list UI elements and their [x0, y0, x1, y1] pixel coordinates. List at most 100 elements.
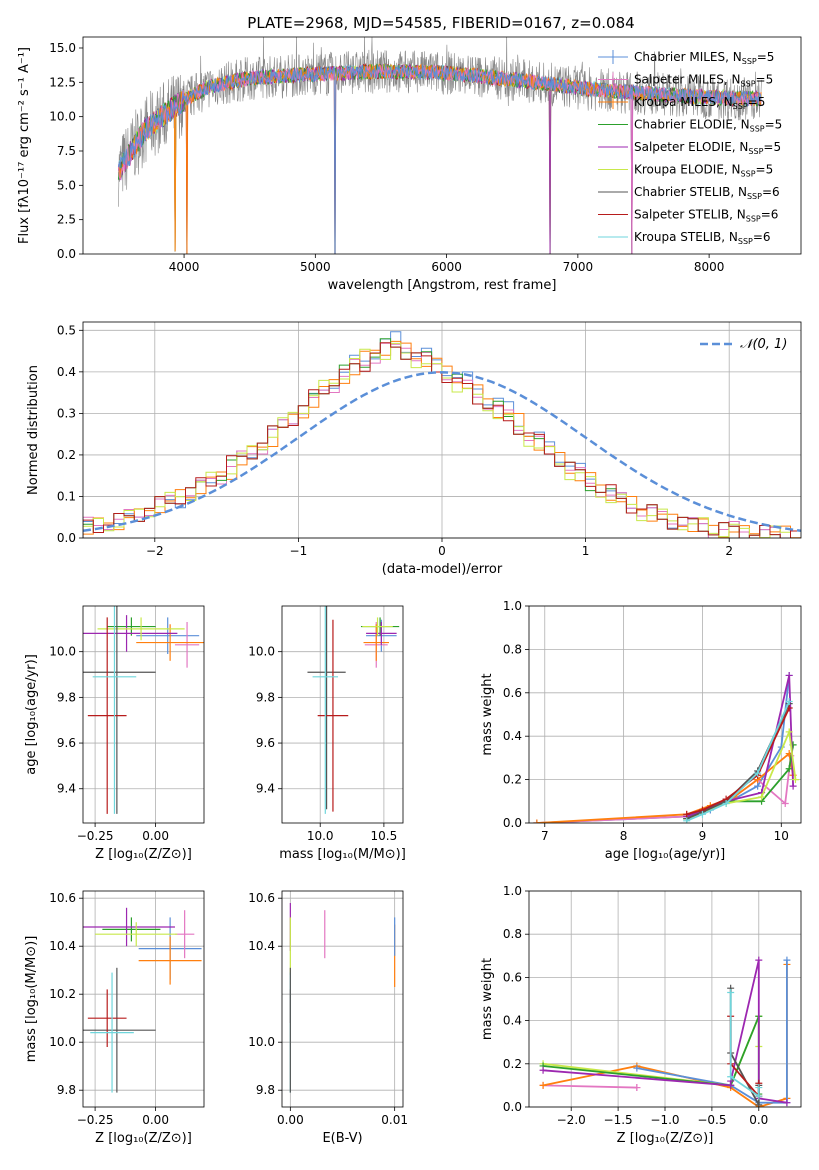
errorbar-kroupa-elodie [362, 617, 393, 636]
line-salpeter-elodie [543, 959, 788, 1104]
errorbar-salpeter-stelib [87, 989, 127, 1047]
point-marker [727, 1073, 735, 1081]
errorbar-salpeter-stelib [317, 619, 349, 812]
point-marker [758, 793, 766, 801]
y-axis-label: mass weight [480, 958, 495, 1040]
line-salpeter-miles [543, 1084, 637, 1089]
legend-label: Salpeter ELODIE, NSSP=5 [634, 140, 781, 156]
x-axis-label: age [log₁₀(age/yr)] [605, 847, 726, 862]
errorbar-salpeter-elodie [83, 907, 175, 947]
y-tick-label: 9.4 [57, 782, 76, 796]
point-marker [791, 776, 799, 784]
x-tick-label: 8 [620, 829, 628, 843]
point-marker [783, 1099, 791, 1107]
x-tick-label: 0.01 [381, 1113, 408, 1127]
y-tick-label: 12.5 [49, 75, 76, 89]
legend-label: 𝒩(0, 1) [740, 337, 787, 352]
errorbar-chabrier-stelib [307, 606, 346, 810]
legend-label: Chabrier ELODIE, NSSP=5 [634, 118, 782, 134]
point-marker [683, 817, 691, 823]
y-tick-label: 0.2 [503, 773, 522, 787]
legend-label: Kroupa MILES, NSSP=5 [634, 95, 765, 111]
y-tick-label: 10.6 [248, 891, 275, 905]
y-axis-label: Normed distribution [26, 365, 41, 495]
x-tick-label: 10.5 [371, 829, 398, 843]
y-axis-label: age [log₁₀(age/yr)] [24, 654, 39, 775]
y-tick-label: 5.0 [57, 178, 76, 192]
plot-area-mass_vs_z [83, 907, 202, 1093]
errorbar-kroupa-elodie [95, 922, 178, 947]
x-tick-label: −1.5 [604, 1113, 633, 1127]
panel-mass_vs_z: −0.25 0.00 9.8 10.0 10.2 10.4 10.6 Z [log₁₀(Z/Z… [24, 890, 205, 1146]
y-axis-label: mass [log₁₀(M/M⊙)] [24, 936, 39, 1063]
y-tick-label: 10.0 [248, 645, 275, 659]
x-axis-label: wavelength [Angstrom, rest frame] [328, 278, 557, 293]
y-tick-label: 1.0 [503, 599, 522, 613]
y-tick-label: 10.0 [49, 645, 76, 659]
x-tick-label: −1.0 [650, 1113, 679, 1127]
point-marker [785, 671, 793, 679]
line-kroupa-stelib [729, 992, 760, 1098]
point-marker [539, 1081, 547, 1089]
y-tick-label: 0.1 [57, 489, 76, 503]
figure-title: PLATE=2968, MJD=54585, FIBERID=0167, z=0… [247, 14, 634, 32]
plot-area-mass_weight_vs_z [539, 956, 791, 1107]
x-tick-label: −0.25 [77, 1113, 114, 1127]
y-tick-label: 0.6 [503, 686, 522, 700]
legend-label: Kroupa ELODIE, NSSP=5 [634, 163, 773, 179]
plot-area-spectrum [117, 37, 762, 254]
y-tick-label: 10.0 [248, 1035, 275, 1049]
y-tick-label: 1.0 [503, 884, 522, 898]
x-tick-label: 0 [438, 544, 446, 558]
y-tick-label: 9.8 [256, 690, 275, 704]
point-marker [789, 782, 797, 790]
axes-frame [528, 890, 802, 1108]
plot-area-age_vs_mass [307, 606, 400, 814]
point-marker [683, 810, 691, 818]
axes-frame [528, 605, 802, 824]
x-tick-label: 4000 [169, 260, 200, 274]
point-marker [633, 1064, 641, 1072]
plot-area-age_vs_z [83, 606, 204, 814]
x-tick-label: −0.25 [77, 829, 114, 843]
x-tick-label: 7 [541, 829, 549, 843]
x-tick-label: 1 [582, 544, 590, 558]
y-tick-label: 0.0 [57, 531, 76, 545]
y-tick-label: 0.4 [503, 729, 522, 743]
y-tick-label: 0.2 [57, 448, 76, 462]
gaussian-curve [83, 371, 801, 532]
y-tick-label: 7.5 [57, 144, 76, 158]
legend-label: Chabrier STELIB, NSSP=6 [634, 185, 780, 201]
x-axis-label: Z [log₁₀(Z/Z⊙)] [617, 1131, 714, 1146]
x-tick-label: −2 [146, 544, 164, 558]
x-tick-label: 0.00 [142, 829, 169, 843]
legend-label: Chabrier MILES, NSSP=5 [634, 50, 774, 66]
x-tick-label: 9 [699, 829, 707, 843]
x-tick-label: 10 [774, 829, 789, 843]
errorbar-salpeter-stelib [87, 617, 127, 814]
x-axis-label: E(B-V) [322, 1131, 362, 1146]
x-axis-label: Z [log₁₀(Z/Z⊙)] [95, 847, 192, 862]
panel-spectrum: 4000 5000 6000 7000 8000 0.0 2.5 5.0 7.5 10.0 12.5… [17, 36, 802, 293]
y-tick-label: 0.6 [503, 970, 522, 984]
plot-area-residuals [83, 331, 801, 538]
x-axis-label: mass [log₁₀(M/M⊙)] [279, 847, 406, 862]
plot-area-mass_vs_ebv [289, 903, 396, 1093]
panel-age_vs_z: −0.25 0.00 9.4 9.6 9.8 10.0 Z [log₁₀(Z/Z⊙)] age… [24, 605, 205, 862]
axes-frame [82, 36, 802, 255]
errorbar-kroupa-miles [138, 936, 202, 985]
panel-mass_weight_vs_age: 7 8 9 10 0.0 0.2 0.4 0.6 0.8 1.0 age [log₁₀(age/yr… [480, 599, 802, 862]
errorbar-salpeter-elodie [83, 615, 178, 652]
spectrum-line-chabrier-miles [117, 63, 762, 254]
x-tick-label: 0.00 [142, 1113, 169, 1127]
y-tick-label: 9.6 [256, 736, 275, 750]
errorbar-kroupa-stelib [312, 606, 339, 814]
y-tick-label: 0.8 [503, 927, 522, 941]
x-axis-label: (data-model)/error [382, 562, 503, 577]
line-chabrier-elodie [543, 1015, 760, 1094]
y-tick-label: 9.8 [57, 1083, 76, 1097]
point-marker [785, 728, 793, 736]
errorbar-chabrier-stelib [83, 967, 156, 1093]
axes-frame [281, 605, 404, 824]
